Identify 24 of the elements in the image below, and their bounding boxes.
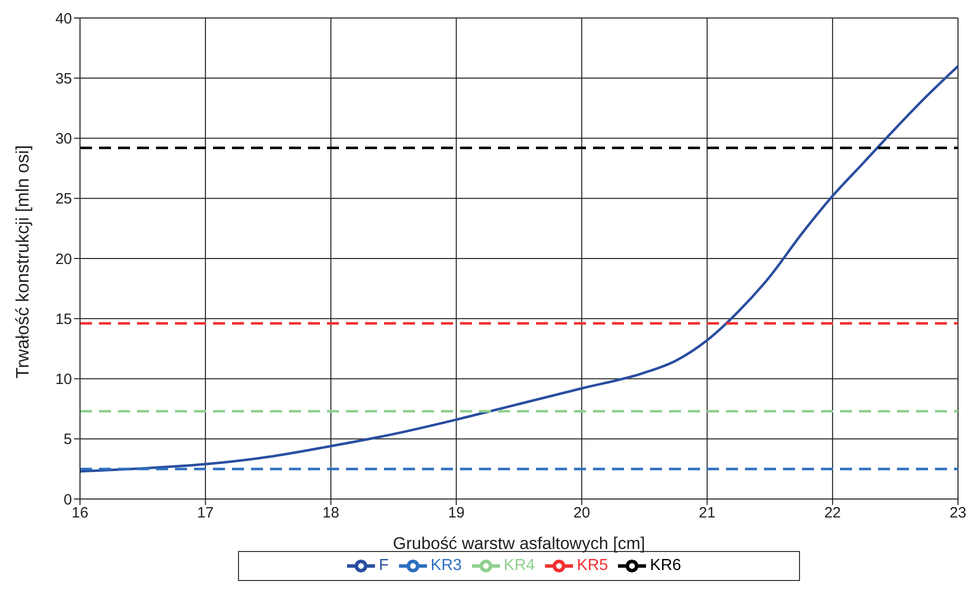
legend-label: KR5 [576, 557, 608, 574]
y-tick-label: 5 [64, 431, 72, 448]
x-tick-label: 18 [322, 504, 340, 522]
x-tick-label: 20 [573, 504, 590, 522]
y-tick-label: 40 [55, 10, 72, 28]
y-tick-label: 35 [55, 70, 72, 88]
y-tick-label: 30 [55, 130, 72, 148]
x-tick-label: 17 [197, 504, 214, 522]
x-axis-title: Grubość warstw asfaltowych [cm] [392, 534, 646, 553]
x-tick-label: 21 [698, 504, 716, 522]
x-tick-label: 16 [72, 504, 88, 522]
y-tick-label: 25 [55, 190, 72, 208]
legend-label: KR3 [430, 557, 462, 574]
y-tick-label: 0 [64, 491, 72, 508]
legend-label: KR6 [650, 557, 682, 574]
legend-label: KR4 [504, 557, 535, 574]
y-tick-label: 20 [55, 250, 72, 268]
x-tick-label: 19 [448, 504, 465, 522]
y-axis-title: Trwałość konstrukcji [mln osi] [12, 145, 32, 378]
legend-label: F [378, 557, 389, 574]
x-tick-label: 23 [950, 504, 966, 522]
y-tick-label: 15 [55, 310, 72, 328]
x-tick-label: 22 [824, 504, 841, 522]
y-tick-label: 10 [55, 371, 72, 388]
